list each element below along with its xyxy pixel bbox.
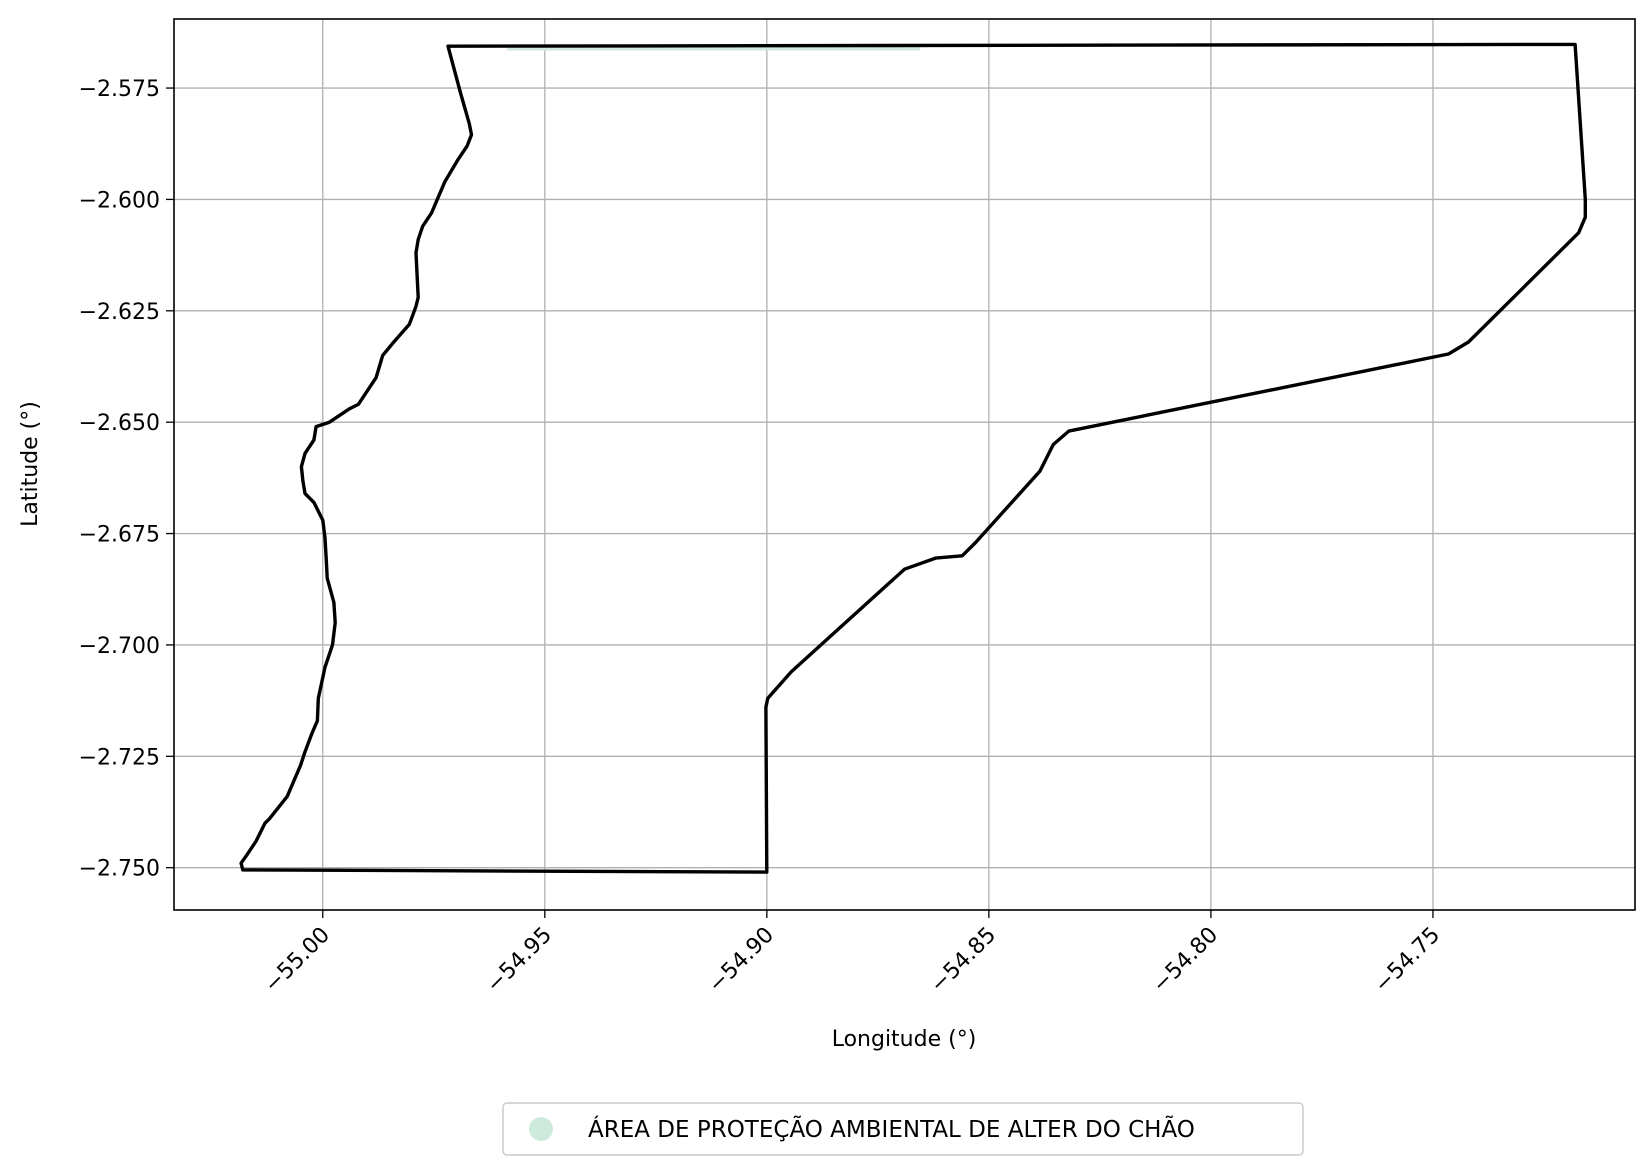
y-axis-title: Latitude (°) [18, 401, 43, 527]
y-tick-label: −2.750 [79, 857, 160, 882]
x-axis-title: Longitude (°) [832, 1027, 977, 1052]
municipality-boundary [239, 42, 1588, 874]
grid-lines [174, 19, 1635, 910]
boundary-layer [239, 42, 1588, 874]
y-tick-label: −2.575 [79, 77, 160, 102]
legend-frame [502, 1102, 1304, 1156]
legend-label-protected-area: ÁREA DE PROTEÇÃO AMBIENTAL DE ALTER DO C… [588, 1115, 1195, 1143]
y-tick-label: −2.600 [79, 188, 160, 213]
legend-marker-protected-area [529, 1117, 553, 1141]
y-tick-label: −2.625 [79, 300, 160, 325]
y-tick-label: −2.650 [79, 411, 160, 436]
y-tick-label: −2.725 [79, 745, 160, 770]
y-tick-label: −2.700 [79, 634, 160, 659]
y-tick-label: −2.675 [79, 523, 160, 548]
plot-frame [173, 18, 1636, 911]
y-axis-ticks: −2.575 −2.600 −2.625 −2.650 −2.675 −2.700 −2.7… [79, 77, 174, 882]
legend: ÁREA DE PROTEÇÃO AMBIENTAL DE ALTER DO C… [502, 1102, 1304, 1156]
